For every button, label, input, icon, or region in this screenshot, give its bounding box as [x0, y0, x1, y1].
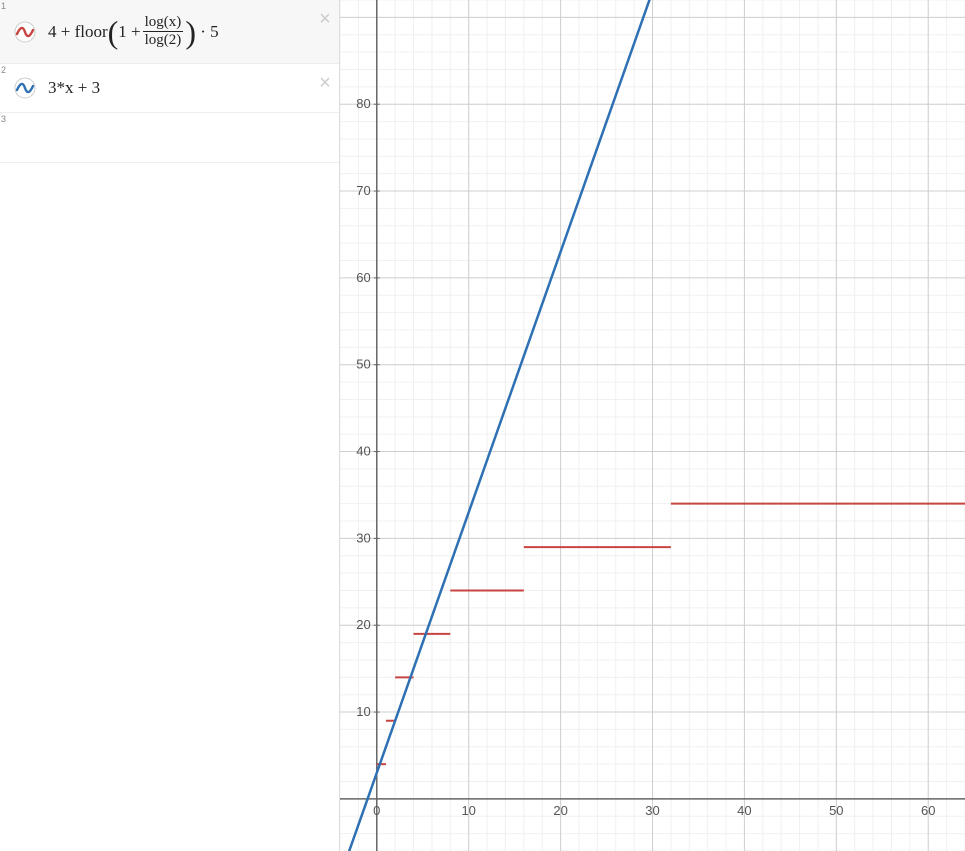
- expr-part: · 5: [200, 22, 218, 42]
- chart-svg: 0 10 20 30 40 50 60 10 20 30 40 50 60 70 80: [340, 0, 965, 851]
- x-tick-label: 30: [645, 803, 659, 818]
- y-tick-label: 40: [356, 444, 370, 459]
- x-tick-label: 50: [829, 803, 843, 818]
- graph-canvas[interactable]: 0 10 20 30 40 50 60 10 20 30 40 50 60 70 80: [340, 0, 965, 851]
- x-tick-label: 40: [737, 803, 751, 818]
- y-tick-label: 70: [356, 183, 370, 198]
- expression-text[interactable]: 3*x + 3: [40, 64, 311, 112]
- expression-row[interactable]: 2 3*x + 3 ×: [0, 64, 339, 113]
- expression-index: 2: [0, 64, 10, 112]
- expression-index: 1: [0, 0, 10, 63]
- y-tick-label: 60: [356, 270, 370, 285]
- delete-expression-button[interactable]: ×: [311, 0, 339, 63]
- x-tick-label: 10: [461, 803, 475, 818]
- y-tick-label: 20: [356, 617, 370, 632]
- expression-text[interactable]: 4 + floor ( 1 + log(x) log(2) ) · 5: [40, 0, 311, 63]
- empty-expression-row[interactable]: 3: [0, 113, 339, 163]
- y-tick-label: 80: [356, 96, 370, 111]
- x-tick-label: 60: [921, 803, 935, 818]
- expression-index: 3: [0, 113, 10, 162]
- x-tick-label: 20: [553, 803, 567, 818]
- expression-row[interactable]: 1 4 + floor ( 1 + log(x) log(2) ) · 5 ×: [0, 0, 339, 64]
- y-tick-label: 10: [356, 704, 370, 719]
- fraction-numerator: log(x): [143, 14, 184, 32]
- expression-color-icon[interactable]: [10, 64, 40, 112]
- x-tick-label: 0: [373, 803, 380, 818]
- expression-sidebar: 1 4 + floor ( 1 + log(x) log(2) ) · 5 × …: [0, 0, 340, 851]
- close-icon: ×: [319, 72, 331, 95]
- expr-part: 1 +: [118, 22, 140, 42]
- expression-color-icon[interactable]: [10, 0, 40, 63]
- expr-part: 4 + floor: [48, 22, 108, 42]
- expr-part: 3*x + 3: [48, 78, 100, 98]
- fraction: log(x) log(2): [143, 14, 184, 49]
- y-tick-label: 50: [356, 357, 370, 372]
- y-tick-label: 30: [356, 530, 370, 545]
- fraction-denominator: log(2): [143, 32, 184, 49]
- close-icon: ×: [319, 8, 331, 31]
- delete-expression-button[interactable]: ×: [311, 64, 339, 112]
